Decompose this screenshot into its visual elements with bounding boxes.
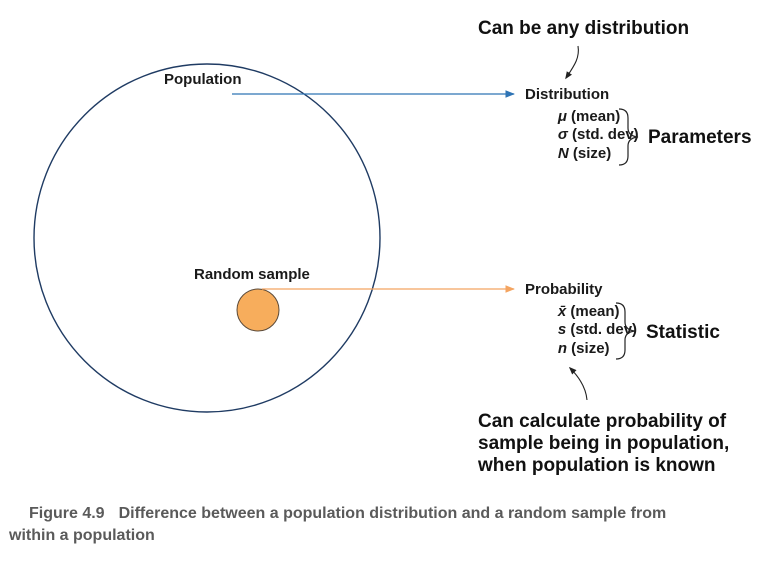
probability-note-arrow [568, 366, 588, 401]
param-size-symbol: N [558, 145, 570, 162]
param-mean-text: (mean) [567, 108, 620, 125]
random-sample-circle [236, 288, 280, 332]
caption-line1: Figure 4.9 Difference between a populatio… [9, 505, 678, 522]
parameters-brace [618, 108, 639, 166]
statistic-brace [615, 302, 636, 360]
population-label: Population [164, 71, 242, 88]
param-std-symbol: σ [558, 126, 569, 143]
distribution-note: Can be any distribution [478, 18, 689, 39]
probability-label: Probability [525, 281, 603, 298]
param-std-text: (std. dev) [568, 126, 639, 143]
random-sample-label: Random sample [194, 266, 310, 283]
caption-number: Figure 4.9 [29, 505, 105, 522]
param-size-text: (size) [569, 145, 612, 162]
population-circle [33, 63, 381, 413]
probability-note-line1: Can calculate probability of [478, 411, 727, 432]
caption-line2: within a population [8, 527, 155, 544]
probability-note-line3: when population is known [477, 455, 716, 476]
stat-std-text: (std. dev) [566, 321, 637, 338]
distribution-label: Distribution [525, 86, 609, 103]
statistic-label: Statistic [646, 322, 720, 343]
probability-note-line2: sample being in population, [478, 433, 729, 454]
stat-std-symbol: s [558, 321, 566, 338]
param-mean: μ (mean) [537, 108, 633, 125]
stat-std: s (std. dev) [537, 321, 650, 338]
stat-mean-symbol: x̄ [557, 303, 567, 320]
stat-size-text: (size) [567, 340, 610, 357]
stat-mean: x̄ (mean) [537, 303, 632, 320]
param-mean-symbol: μ [557, 108, 567, 125]
distribution-note-arrow [565, 45, 579, 80]
caption-text-1: Difference between a population distribu… [119, 505, 667, 522]
stat-mean-text: (mean) [566, 303, 619, 320]
param-std: σ (std. dev) [537, 126, 651, 143]
stat-size: n (size) [537, 340, 622, 357]
param-size: N (size) [537, 145, 624, 162]
parameters-label: Parameters [648, 127, 752, 148]
stat-size-symbol: n [558, 340, 567, 357]
